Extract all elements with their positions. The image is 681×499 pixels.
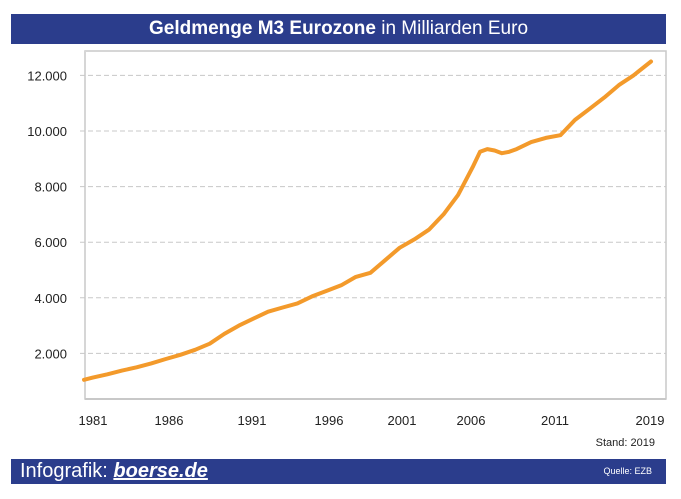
footer-credit: Infografik: boerse.de <box>20 460 208 483</box>
y-tick-label: 12.000 <box>27 68 67 83</box>
chart-title-bar: Geldmenge M3 Eurozone in Milliarden Euro <box>11 14 666 44</box>
source-label: Quelle: EZB <box>603 466 652 476</box>
x-tick-label: 2006 <box>457 413 486 428</box>
x-tick-label: 2019 <box>636 413 665 428</box>
y-tick-label: 6.000 <box>34 235 67 250</box>
brand-logo: boerse.de <box>113 460 208 482</box>
y-tick-label: 10.000 <box>27 124 67 139</box>
x-tick-label: 2011 <box>541 413 569 428</box>
x-tick-label: 2001 <box>388 413 417 428</box>
x-tick-label: 1996 <box>315 413 344 428</box>
footer-bar: Infografik: boerse.de Quelle: EZB <box>11 459 666 484</box>
y-tick-label: 2.000 <box>34 346 67 361</box>
title-rest: in Milliarden Euro <box>375 18 529 39</box>
stand-label: Stand: 2019 <box>595 437 655 449</box>
footer-prefix: Infografik: <box>20 460 114 482</box>
x-tick-label: 1981 <box>79 413 108 428</box>
plot-frame <box>84 50 667 400</box>
title-bold: Geldmenge M3 Eurozone <box>148 18 376 39</box>
x-tick-label: 1991 <box>238 413 267 428</box>
x-tick-label: 1986 <box>155 413 184 428</box>
y-tick-label: 4.000 <box>34 291 67 306</box>
series-line-m3 <box>82 59 653 382</box>
y-tick-label: 8.000 <box>34 180 67 195</box>
